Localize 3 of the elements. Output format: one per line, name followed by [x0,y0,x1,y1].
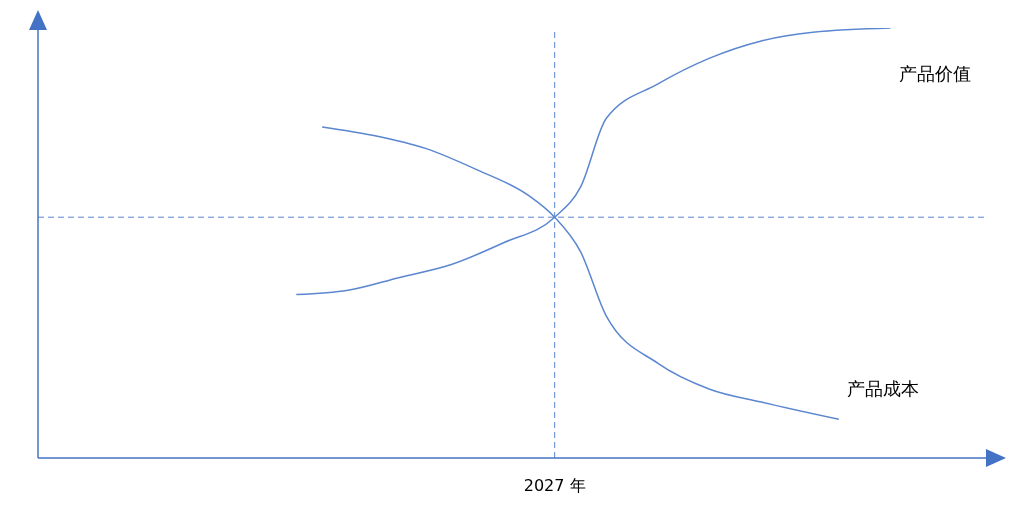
series-label: 产品价值 [898,63,971,84]
series-label: 产品成本 [846,378,919,400]
text: 2027 年 [523,476,586,496]
